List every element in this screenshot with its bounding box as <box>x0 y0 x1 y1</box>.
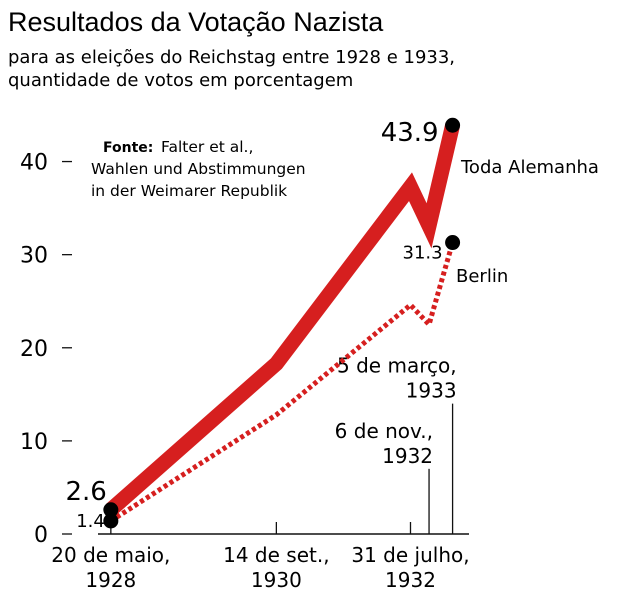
callout-label-line1: 6 de nov., <box>335 419 433 443</box>
labels-layer: 2.6 1.4 43.9 31.3 Toda Alemanha Berlin <box>65 118 598 532</box>
data-label-berlin-end: 31.3 <box>403 243 443 264</box>
source-label: Fonte: <box>103 140 153 156</box>
chart-subtitle-line1: para as eleições do Reichstag entre 1928… <box>8 47 455 68</box>
chart-title: Resultados da Votação Nazista <box>8 7 384 37</box>
y-tick-label: 30 <box>20 244 48 269</box>
source-line3: in der Weimarer Republik <box>91 182 287 200</box>
series-name-berlin: Berlin <box>456 266 508 287</box>
x-tick-label-line1: 31 de julho, <box>351 543 469 567</box>
data-label-germany-end: 43.9 <box>381 118 439 148</box>
y-tick-label: 10 <box>20 430 48 455</box>
x-tick-label-line2: 1928 <box>85 568 136 592</box>
data-point-end-germany <box>445 117 461 133</box>
source-line1: Falter et al., <box>161 138 253 156</box>
axes: 0 10 20 30 40 20 de maio,1928 14 de set.,1930 3… <box>20 151 470 592</box>
series-line-germany <box>105 123 460 516</box>
series-layer <box>103 117 461 529</box>
series-name-germany: Toda Alemanha <box>460 157 599 178</box>
source-note: Fonte: Falter et al., Wahlen und Abstimm… <box>91 138 306 200</box>
y-tick-label: 20 <box>20 337 48 362</box>
x-tick-label-line2: 1930 <box>251 568 302 592</box>
series-line-berlin <box>109 241 455 524</box>
data-label-germany-start: 2.6 <box>65 477 106 507</box>
chart-subtitle-line2: quantidade de votos em porcentagem <box>8 70 353 91</box>
data-point-start-berlin <box>103 513 119 529</box>
data-point-start-germany <box>103 502 119 518</box>
y-tick-label: 0 <box>34 523 48 548</box>
x-tick-label-line1: 20 de maio, <box>51 543 170 567</box>
callout-label-line2: 1933 <box>406 379 457 403</box>
source-line2: Wahlen und Abstimmungen <box>91 160 306 178</box>
callout-label-line1: 5 de março, <box>337 354 457 378</box>
data-point-end-berlin <box>445 235 461 251</box>
x-tick-label-line2: 1932 <box>385 568 436 592</box>
data-label-berlin-start: 1.4 <box>76 511 105 532</box>
callout-label-line2: 1932 <box>382 444 433 468</box>
y-tick-label: 40 <box>20 151 48 176</box>
x-tick-label-line1: 14 de set., <box>223 543 329 567</box>
